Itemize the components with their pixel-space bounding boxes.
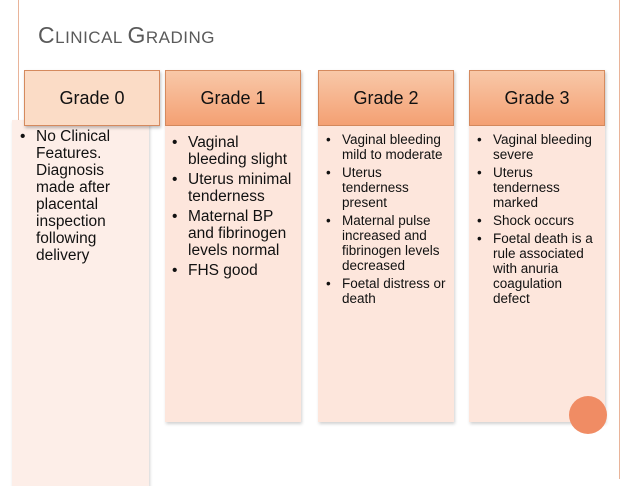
list-item: Maternal BP and fibrinogen levels normal bbox=[172, 208, 295, 259]
grade-0-list: No Clinical Features. Diagnosis made aft… bbox=[20, 128, 143, 264]
list-item: Uterus tenderness marked bbox=[477, 165, 599, 210]
title-part: RADING bbox=[145, 28, 215, 47]
list-item: Foetal death is a rule associated with a… bbox=[477, 231, 599, 306]
list-item: Foetal distress or death bbox=[326, 276, 448, 306]
grade-0-header: Grade 0 bbox=[24, 70, 160, 126]
list-item: No Clinical Features. Diagnosis made aft… bbox=[20, 128, 143, 264]
grade-0-panel: No Clinical Features. Diagnosis made aft… bbox=[12, 120, 149, 486]
decorative-circle-icon bbox=[569, 396, 607, 434]
list-item: Maternal pulse increased and fibrinogen … bbox=[326, 213, 448, 273]
title-part: LINICAL bbox=[55, 28, 128, 47]
grade-2-header: Grade 2 bbox=[318, 70, 454, 126]
list-item: Vaginal bleeding severe bbox=[477, 132, 599, 162]
grade-3-list: Vaginal bleeding severe Uterus tendernes… bbox=[477, 132, 599, 306]
slide-title: CLINICAL GRADING bbox=[38, 22, 215, 49]
list-item: Uterus tenderness present bbox=[326, 165, 448, 210]
grade-1-list: Vaginal bleeding slight Uterus minimal t… bbox=[172, 134, 295, 279]
grade-3-panel: Vaginal bleeding severe Uterus tendernes… bbox=[469, 126, 605, 422]
list-item: Vaginal bleeding slight bbox=[172, 134, 295, 168]
title-part: C bbox=[38, 22, 56, 48]
grade-1-header: Grade 1 bbox=[165, 70, 301, 126]
grade-1-panel: Vaginal bleeding slight Uterus minimal t… bbox=[165, 126, 301, 422]
list-item: Shock occurs bbox=[477, 213, 599, 228]
list-item: Uterus minimal tenderness bbox=[172, 171, 295, 205]
list-item: FHS good bbox=[172, 262, 295, 279]
grade-2-panel: Vaginal bleeding mild to moderate Uterus… bbox=[318, 126, 454, 422]
grade-3-header: Grade 3 bbox=[469, 70, 605, 126]
grade-2-list: Vaginal bleeding mild to moderate Uterus… bbox=[326, 132, 448, 306]
list-item: Vaginal bleeding mild to moderate bbox=[326, 132, 448, 162]
title-part: G bbox=[127, 22, 146, 48]
